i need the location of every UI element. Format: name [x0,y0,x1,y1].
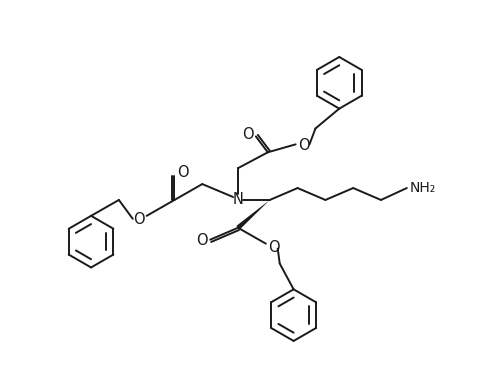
Text: N: N [233,192,243,208]
Polygon shape [237,200,270,230]
Text: O: O [133,212,144,227]
Text: NH₂: NH₂ [410,181,436,195]
Text: O: O [196,233,208,248]
Text: O: O [178,165,189,180]
Text: O: O [242,127,254,142]
Text: O: O [298,138,309,153]
Text: O: O [268,240,280,255]
